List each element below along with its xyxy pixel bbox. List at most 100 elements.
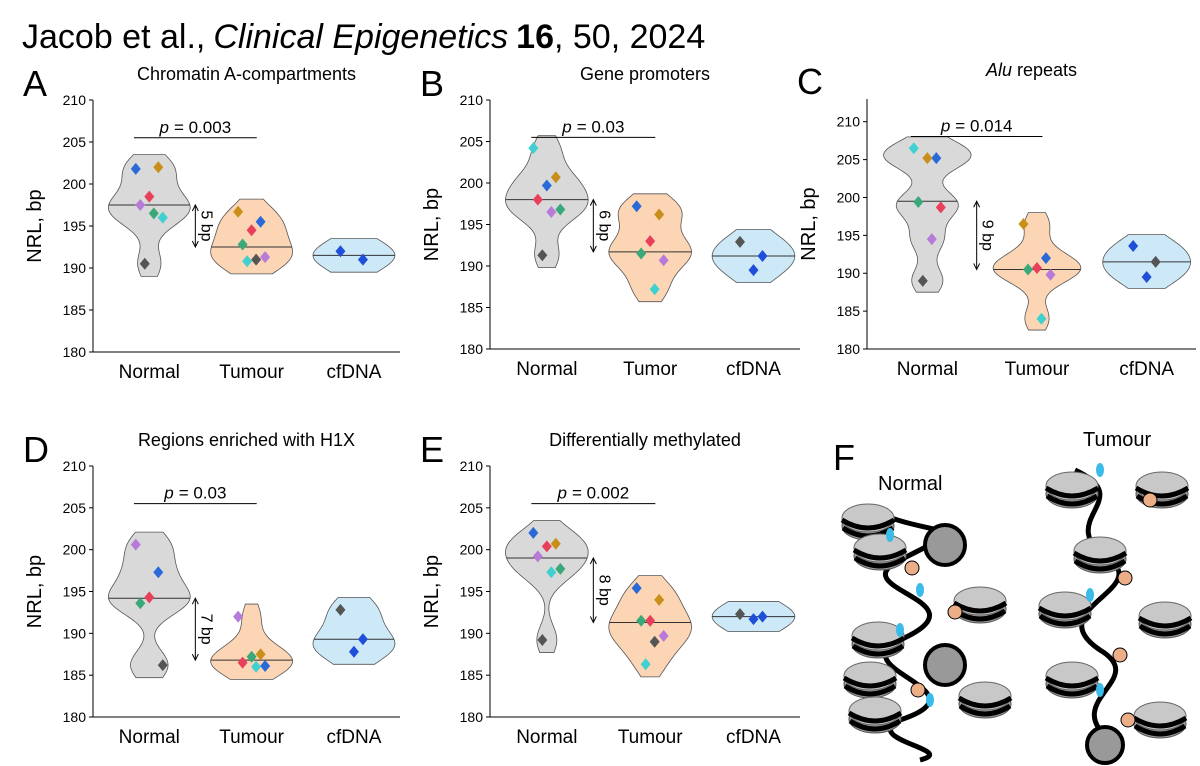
y-tick-label: 195 (460, 217, 484, 233)
violin (312, 596, 396, 665)
data-point (631, 200, 642, 213)
violin (505, 519, 589, 653)
data-point (658, 629, 669, 642)
y-tick-label: 210 (837, 114, 861, 130)
arrow-head (191, 240, 199, 249)
data-point (148, 207, 159, 220)
chart: D Regions enriched with H1X 180 185 190 195 20… (23, 429, 400, 748)
data-point (153, 161, 164, 174)
data-point (348, 645, 359, 658)
y-tick-label: 195 (63, 584, 87, 600)
data-point (335, 245, 346, 258)
y-tick-label: 205 (63, 500, 87, 516)
data-point (1141, 271, 1152, 284)
y-tick-label: 190 (63, 260, 87, 276)
p-text: = 0.03 (577, 117, 625, 136)
data-point (735, 235, 745, 248)
panel-letter: E (420, 429, 444, 470)
data-point (233, 205, 244, 218)
data-point (636, 614, 647, 627)
data-point (913, 196, 924, 209)
difference-label: 7 bp (197, 614, 214, 645)
data-point (537, 634, 548, 647)
arrow-head (589, 198, 597, 206)
data-point (1022, 263, 1033, 276)
panel-letter: C (797, 61, 823, 102)
data-point (757, 250, 768, 263)
p-text: = 0.002 (572, 484, 629, 503)
data-point (335, 603, 346, 616)
arrow-head (589, 245, 597, 254)
arrow-head (191, 203, 199, 212)
arrow-head (973, 200, 981, 208)
data-point (157, 659, 168, 672)
linker-histone (1085, 725, 1125, 765)
data-point (1150, 255, 1161, 268)
data-point (357, 633, 368, 646)
p-value: p = 0.014 (940, 117, 1013, 136)
data-point (658, 254, 669, 267)
data-point (233, 610, 244, 623)
y-tick-label: 210 (63, 458, 87, 474)
data-point (1031, 261, 1042, 274)
data-point (735, 608, 745, 621)
data-point (748, 613, 759, 626)
data-point (546, 566, 557, 579)
y-tick-label: 210 (460, 92, 484, 108)
data-point (130, 162, 141, 175)
data-point (555, 203, 566, 216)
data-point (748, 264, 759, 277)
data-point (1018, 218, 1029, 230)
y-tick-label: 200 (460, 175, 484, 191)
data-point (636, 247, 647, 260)
y-tick-label: 185 (63, 302, 87, 318)
data-point (555, 562, 566, 575)
violin (608, 193, 692, 303)
nucleosome (1139, 602, 1191, 638)
chart-title: Chromatin A-compartments (137, 64, 356, 84)
y-tick-label: 205 (460, 500, 484, 516)
volume: 16 (516, 18, 554, 56)
y-tick-label: 200 (460, 542, 484, 558)
panel-letter: F (833, 437, 855, 478)
y-tick-label: 190 (460, 625, 484, 641)
diagram-label: Tumour (1083, 429, 1152, 451)
y-tick-label: 180 (460, 709, 484, 725)
nucleosome (854, 534, 906, 570)
data-point (537, 249, 548, 262)
data-point (237, 238, 248, 251)
nucleosome (1039, 592, 1091, 628)
x-tick-label: Normal (119, 362, 180, 383)
arrow-head (589, 616, 597, 624)
violin (210, 603, 293, 680)
y-axis-label: NRL, bp (421, 188, 443, 261)
x-tick-label: cfDNA (1119, 359, 1174, 380)
y-tick-label: 180 (63, 344, 87, 360)
arrow-head (973, 263, 981, 271)
y-tick-label: 180 (460, 341, 484, 357)
y-axis-label: NRL, bp (24, 189, 46, 262)
journal: Clinical Epigenetics (213, 18, 508, 56)
violin (107, 154, 191, 277)
data-point (532, 550, 543, 563)
citation-rest: , 50, 2024 (554, 18, 705, 56)
violin (883, 136, 972, 293)
y-tick-label: 180 (837, 341, 861, 357)
x-tick-label: Normal (516, 727, 577, 748)
nucleosome (954, 587, 1006, 623)
p-symbol: p (163, 484, 173, 503)
data-point (237, 656, 248, 669)
p-value: p = 0.003 (158, 118, 231, 137)
x-tick-label: cfDNA (326, 362, 381, 383)
y-tick-label: 185 (837, 303, 861, 319)
nucleosome (1046, 662, 1098, 698)
x-tick-label: cfDNA (326, 727, 381, 748)
y-tick-label: 190 (63, 625, 87, 641)
data-point (640, 658, 651, 671)
p-symbol: p (561, 117, 571, 136)
x-tick-label: Tumour (219, 727, 284, 748)
data-point (251, 660, 262, 673)
x-tick-label: Normal (516, 359, 577, 380)
protein-markers (904, 492, 1158, 728)
data-point (242, 255, 253, 268)
